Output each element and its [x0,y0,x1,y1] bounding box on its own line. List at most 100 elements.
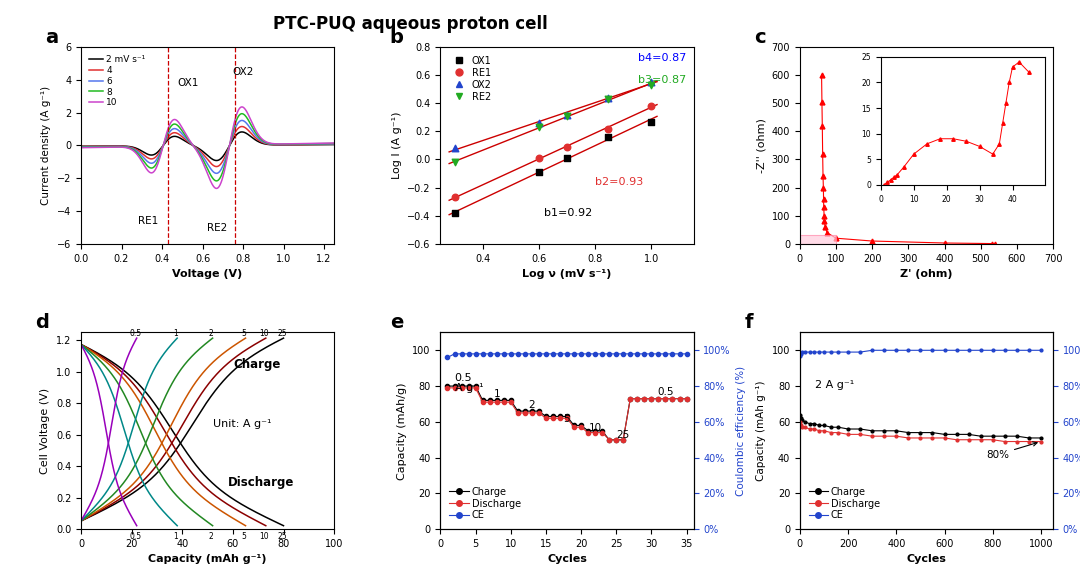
10 [235,103,248,111]
2 mV s⁻¹ [90,143,103,150]
8 [237,111,249,118]
Legend: Charge, Discharge, CE: Charge, Discharge, CE [805,483,885,524]
Point [558,110,576,119]
Text: RE1: RE1 [138,216,158,226]
2 mV s⁻¹ [229,133,242,140]
2 mV s⁻¹ [237,128,249,135]
Text: b4=0.87: b4=0.87 [637,53,686,63]
Line: 4: 4 [81,126,334,166]
Y-axis label: Capacity (mAh/g): Capacity (mAh/g) [396,382,407,480]
4 [327,141,340,148]
Text: Charge: Charge [233,358,280,371]
2 mV s⁻¹ [267,141,280,148]
Y-axis label: Log I (A g⁻¹): Log I (A g⁻¹) [392,112,402,179]
2 mV s⁻¹ [293,141,306,148]
6 [229,125,242,132]
6 [267,141,280,148]
X-axis label: Log ν (mV s⁻¹): Log ν (mV s⁻¹) [523,269,611,279]
Text: Discharge: Discharge [228,476,294,489]
Bar [800,235,836,244]
Text: 0.5: 0.5 [130,532,141,542]
Text: 1: 1 [494,389,500,399]
Text: 5: 5 [242,532,246,542]
10 [267,140,280,147]
10 [221,148,234,155]
8 [229,121,242,128]
Point [599,124,617,133]
Text: OX1: OX1 [177,78,199,88]
Point [558,153,576,163]
Legend: Charge, Discharge, CE: Charge, Discharge, CE [445,483,525,524]
Point [643,78,660,87]
6 [90,143,103,151]
8 [221,147,234,154]
8 [293,141,306,148]
Point [530,168,548,177]
Text: RE2: RE2 [206,223,227,233]
Point [643,101,660,111]
Y-axis label: Current density (A g⁻¹): Current density (A g⁻¹) [41,86,52,205]
Text: 80%: 80% [986,442,1037,460]
Point [446,143,463,153]
6 [293,141,306,148]
Text: OX2: OX2 [232,67,254,77]
Point [599,94,617,103]
X-axis label: Capacity (mAh g⁻¹): Capacity (mAh g⁻¹) [148,554,267,564]
6 [75,143,87,151]
Text: 10: 10 [589,423,602,433]
4 [90,143,103,150]
Text: 5: 5 [564,414,570,424]
Text: 2: 2 [210,532,214,542]
10 [229,116,242,123]
Line: 8: 8 [81,113,334,181]
X-axis label: Z' (ohm): Z' (ohm) [901,269,953,279]
10 [293,140,306,147]
8 [211,178,224,185]
2 mV s⁻¹ [211,157,224,164]
Text: Unit: A g⁻¹: Unit: A g⁻¹ [213,419,271,429]
Text: 2 A g⁻¹: 2 A g⁻¹ [815,379,854,389]
Text: A g⁻¹: A g⁻¹ [455,383,483,393]
X-axis label: Cycles: Cycles [548,554,586,564]
2 mV s⁻¹ [327,141,340,148]
Point [530,153,548,163]
X-axis label: Voltage (V): Voltage (V) [173,269,243,279]
Text: 1: 1 [174,532,178,542]
Text: f: f [744,313,753,332]
6 [235,117,248,124]
Legend: 2 mV s⁻¹, 4, 6, 8, 10: 2 mV s⁻¹, 4, 6, 8, 10 [85,52,149,111]
4 [75,143,87,150]
Point [530,118,548,128]
Text: d: d [36,313,50,332]
2 mV s⁻¹ [235,128,248,135]
Text: 1: 1 [174,329,178,338]
Text: e: e [390,313,403,332]
Point [558,142,576,152]
Text: 25: 25 [617,430,630,440]
2 mV s⁻¹ [75,143,87,150]
8 [267,141,280,148]
Y-axis label: Capacity (mAh g⁻¹): Capacity (mAh g⁻¹) [756,380,766,481]
Point [599,132,617,142]
Point [530,122,548,132]
Text: 10: 10 [259,329,269,338]
4 [229,129,242,136]
8 [327,140,340,147]
2 mV s⁻¹ [221,144,234,151]
Text: 25: 25 [278,532,287,542]
Text: PTC-PUQ aqueous proton cell: PTC-PUQ aqueous proton cell [273,15,548,33]
4 [267,141,280,148]
X-axis label: Cycles: Cycles [906,554,946,564]
10 [327,139,340,146]
Point [643,117,660,126]
10 [211,185,224,192]
Y-axis label: -Z'' (ohm): -Z'' (ohm) [756,118,766,173]
10 [75,144,87,151]
6 [221,146,234,153]
Text: b1=0.92: b1=0.92 [544,208,592,218]
Y-axis label: Coulombic efficiency (%): Coulombic efficiency (%) [737,366,746,496]
Text: 2: 2 [210,329,214,338]
6 [327,141,340,148]
6 [211,170,224,177]
8 [235,110,248,117]
